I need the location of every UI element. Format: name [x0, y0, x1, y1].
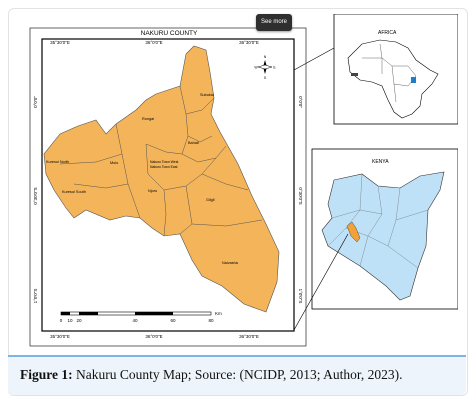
right-tick-label: 0°0'0": [298, 96, 303, 108]
connector-line: [293, 47, 335, 71]
left-tick-label: 0°30'0"S: [33, 187, 38, 204]
scale-bar: 0 10 20 40 60 80 Km: [60, 311, 222, 323]
svg-text:Km: Km: [215, 311, 222, 316]
compass-icon: N S W E: [254, 55, 276, 80]
region-label-gilgil: Gilgil: [206, 198, 215, 202]
region-label-nakuru-town-east: Nakuru Town East: [150, 165, 178, 169]
right-tick-label: 0°30'0"S: [298, 187, 303, 204]
svg-text:S: S: [264, 76, 267, 80]
africa-inset-title: AFRICA: [378, 30, 397, 36]
caption-label: Figure 1:: [20, 367, 73, 382]
top-tick-label: 35°30'0"E: [50, 40, 70, 45]
svg-text:80: 80: [208, 318, 214, 323]
caption-text: Nakuru County Map; Source: (NCIDP, 2013;…: [76, 367, 403, 382]
right-tick-label: 1°0'0"S: [298, 289, 303, 304]
top-tick-label: 36°30'0"E: [239, 40, 259, 45]
see-more-tooltip[interactable]: See more: [256, 14, 292, 31]
left-tick-label: 1°0'0"S: [33, 289, 38, 304]
main-map-outer-frame: [29, 27, 307, 347]
region-label-bahati: Bahati: [188, 141, 199, 145]
svg-text:10: 10: [67, 318, 73, 323]
bottom-tick-label: 35°30'0"E: [50, 334, 70, 339]
county-shape: [43, 45, 280, 313]
region-label-molo: Molo: [110, 161, 118, 165]
svg-text:0: 0: [60, 318, 63, 323]
figure-image[interactable]: NAKURU COUNTY 35°30'0"E 36°0'0"E 36°30'0…: [16, 13, 459, 348]
west-africa-shade: [351, 73, 358, 76]
africa-country-borders: [362, 43, 417, 103]
svg-text:60: 60: [170, 318, 176, 323]
region-label-njoro: Njoro: [148, 189, 157, 193]
svg-text:40: 40: [132, 318, 138, 323]
nakuru-highlight: [346, 221, 361, 243]
kenya-inset-title: KENYA: [372, 159, 389, 165]
region-label-subukia: Subukia: [200, 93, 215, 97]
region-label-rongai: Rongai: [142, 117, 154, 121]
left-tick-label: 0°0'0": [33, 96, 38, 108]
bottom-tick-label: 36°0'0"E: [145, 334, 162, 339]
svg-text:W: W: [254, 66, 258, 70]
main-map-title: NAKURU COUNTY: [141, 30, 198, 37]
region-label-naivasha: Naivasha: [222, 261, 239, 265]
region-label-nakuru-town-west: Nakuru Town West: [150, 160, 178, 164]
region-label-kuresoi-north: Kuresoi North: [46, 160, 69, 164]
africa-continent-shape: [347, 39, 439, 119]
svg-text:N: N: [264, 55, 267, 59]
top-tick-label: 36°0'0"E: [145, 40, 162, 45]
region-label-kuresoi-south: Kuresoi South: [62, 190, 86, 194]
svg-text:E: E: [273, 66, 276, 70]
kenya-locator: [411, 77, 416, 83]
bottom-tick-label: 36°30'0"E: [239, 334, 259, 339]
caption-bar: Figure 1: Nakuru County Map; Source: (NC…: [8, 355, 466, 395]
subcounty-boundaries: [59, 85, 263, 237]
kenya-county-borders: [327, 173, 429, 269]
svg-text:20: 20: [76, 318, 82, 323]
connector-line: [293, 233, 349, 331]
figure-caption: Figure 1: Nakuru County Map; Source: (NC…: [20, 367, 402, 383]
